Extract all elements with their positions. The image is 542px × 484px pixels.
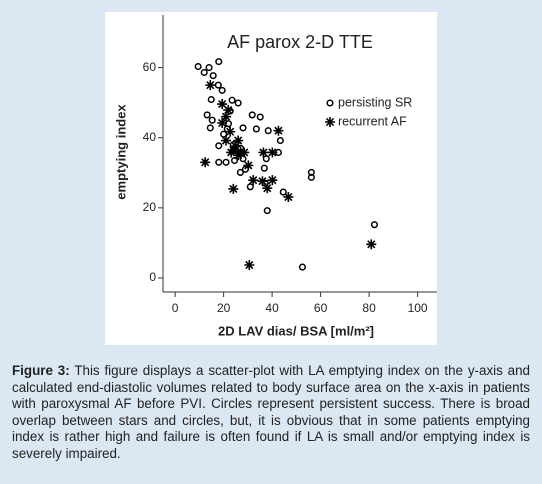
- x-tick-label: 60: [314, 301, 328, 315]
- point: [208, 116, 216, 124]
- point: [223, 105, 234, 116]
- point: [214, 81, 222, 89]
- point: [276, 136, 284, 145]
- caption-label: Figure 3:: [12, 363, 70, 378]
- point: [263, 207, 271, 215]
- point: [298, 263, 306, 271]
- point: [217, 117, 228, 128]
- point: [239, 124, 247, 132]
- point: [248, 111, 256, 119]
- x-tick-label: 100: [408, 301, 428, 315]
- legend-marker: [326, 99, 334, 107]
- point: [203, 111, 211, 119]
- point: [205, 80, 216, 91]
- point: [307, 173, 315, 181]
- x-tick-label: 40: [265, 301, 279, 315]
- point: [260, 164, 268, 172]
- point: [252, 125, 260, 133]
- point: [244, 260, 255, 271]
- point: [209, 72, 217, 80]
- y-tick-label: 0: [149, 270, 156, 284]
- caption: Figure 3: This figure displays a scatter…: [12, 363, 530, 463]
- legend-marker: [325, 117, 335, 127]
- point: [217, 99, 228, 110]
- point: [366, 239, 377, 250]
- point: [264, 127, 272, 135]
- caption-text: This figure displays a scatter-plot with…: [12, 363, 531, 461]
- point: [221, 135, 232, 146]
- point: [228, 96, 236, 104]
- point: [230, 141, 241, 152]
- point: [279, 188, 287, 196]
- point: [370, 221, 378, 229]
- legend-label: recurrent AF: [338, 114, 407, 128]
- point: [234, 99, 242, 107]
- y-tick-label: 60: [143, 60, 157, 74]
- point: [215, 158, 223, 166]
- point: [228, 183, 239, 194]
- x-tick-label: 20: [217, 301, 231, 315]
- chart: AF parox 2-D TTE emptying index 2D LAV d…: [105, 12, 437, 345]
- point: [222, 158, 230, 166]
- point: [267, 147, 278, 158]
- point: [225, 126, 236, 137]
- y-tick-label: 40: [143, 130, 157, 144]
- point: [262, 183, 273, 194]
- point: [256, 113, 264, 121]
- point: [215, 58, 223, 66]
- point: [283, 191, 294, 202]
- point: [221, 111, 232, 122]
- y-axis-label: emptying index: [113, 104, 128, 200]
- x-tick-label: 0: [172, 301, 179, 315]
- point: [206, 124, 214, 132]
- point: [273, 125, 284, 136]
- point: [258, 147, 269, 158]
- x-axis-label: 2D LAV dias/ BSA [ml/m²]: [218, 323, 374, 338]
- point: [236, 168, 244, 176]
- point: [200, 68, 208, 77]
- point: [230, 156, 239, 165]
- point: [267, 175, 278, 186]
- point: [194, 62, 202, 71]
- point: [233, 135, 244, 146]
- legend-label: persisting SR: [338, 95, 412, 109]
- point: [218, 86, 226, 94]
- y-tick-label: 20: [143, 200, 157, 214]
- x-tick-label: 80: [362, 301, 376, 315]
- point: [243, 160, 254, 171]
- point: [215, 142, 223, 150]
- point: [235, 146, 246, 157]
- point: [207, 95, 215, 104]
- point: [205, 64, 213, 72]
- point: [248, 175, 259, 186]
- point: [200, 157, 211, 168]
- point: [257, 176, 268, 187]
- chart-title: AF parox 2-D TTE: [227, 32, 373, 52]
